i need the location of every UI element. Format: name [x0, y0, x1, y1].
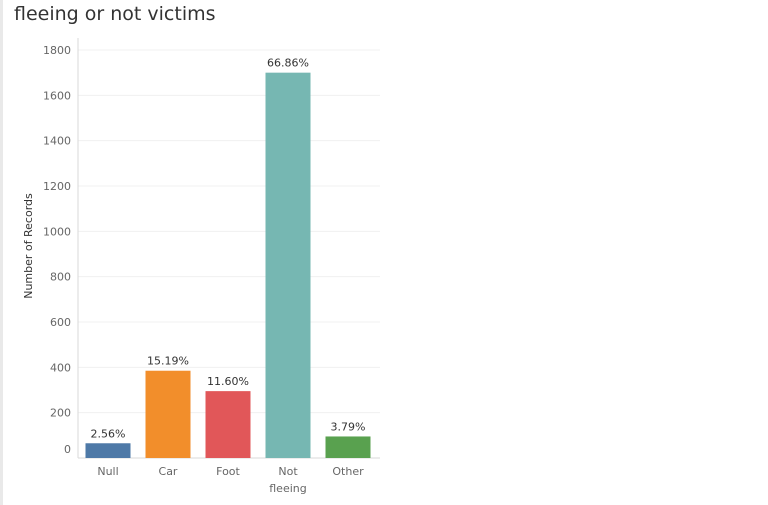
- y-axis-title: Number of Records: [22, 193, 35, 299]
- bar: [145, 370, 191, 458]
- data-label: 15.19%: [147, 355, 189, 368]
- x-tick-label: Not: [278, 465, 298, 478]
- y-tick-label: 800: [50, 271, 71, 284]
- y-tick-label: 1800: [43, 44, 71, 57]
- y-tick-label: 200: [50, 407, 71, 420]
- bar: [265, 72, 311, 459]
- y-tick-label: 400: [50, 361, 71, 374]
- chart-title: fleeing or not victims: [14, 3, 216, 25]
- y-tick-label: 1600: [43, 89, 71, 102]
- x-tick-labels: Null Car Foot Not fleeing Other: [97, 465, 364, 495]
- x-tick-label: fleeing: [269, 482, 306, 495]
- bar: [85, 443, 131, 458]
- data-labels: 2.56% 15.19% 11.60% 66.86% 3.79%: [91, 57, 366, 441]
- data-label: 11.60%: [207, 375, 249, 388]
- y-tick-label: 1000: [43, 225, 71, 238]
- data-label: 2.56%: [91, 427, 126, 440]
- bar: [205, 391, 251, 458]
- x-tick-label: Foot: [216, 465, 240, 478]
- x-tick-label: Null: [97, 465, 118, 478]
- y-tick-label: 1200: [43, 180, 71, 193]
- left-border: [0, 0, 3, 505]
- x-tick-label: Car: [159, 465, 178, 478]
- bars: [85, 72, 371, 459]
- y-tick-label: 0: [64, 443, 71, 456]
- y-tick-label: 600: [50, 316, 71, 329]
- data-label: 66.86%: [267, 57, 309, 70]
- y-tick-labels: 1800 1600 1400 1200 1000 800 600 400 200 0: [43, 44, 71, 456]
- grid-lines: [78, 49, 380, 414]
- bar: [325, 436, 371, 458]
- y-tick-label: 1400: [43, 135, 71, 148]
- x-tick-label: Other: [332, 465, 364, 478]
- data-label: 3.79%: [331, 420, 366, 433]
